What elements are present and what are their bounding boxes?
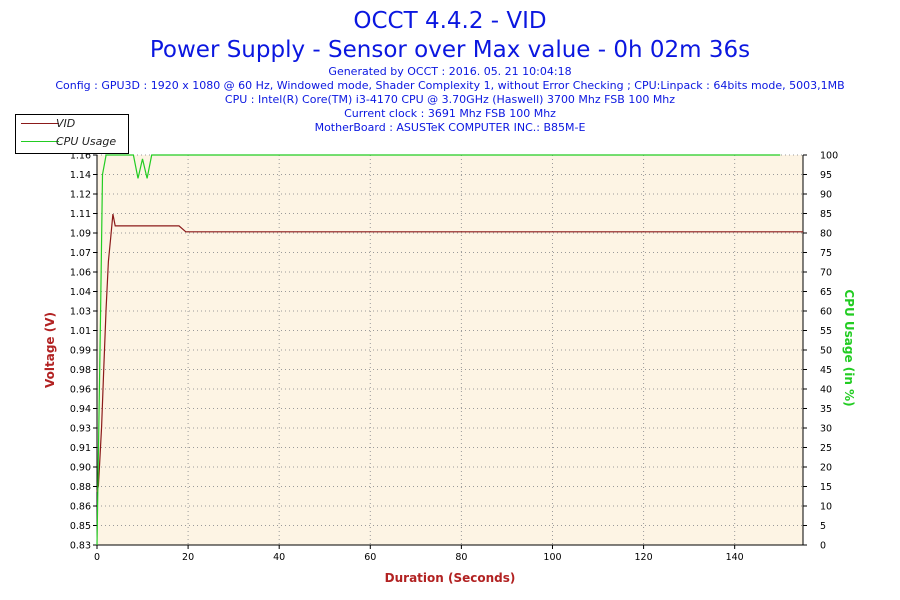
y-tick-label: 1.04 bbox=[70, 287, 91, 298]
legend-item-vid: VID bbox=[16, 115, 128, 133]
y-tick-label: 0.94 bbox=[70, 404, 91, 415]
x-tick-label: 40 bbox=[273, 552, 285, 563]
series-line-cpu-usage bbox=[96, 154, 781, 546]
y2-axis-title: CPU Usage (in %) bbox=[842, 289, 856, 407]
chart-metadata: Generated by OCCT : 2016. 05. 21 10:04:1… bbox=[0, 65, 900, 135]
meta-clock: Current clock : 3691 Mhz FSB 100 Mhz bbox=[344, 107, 556, 120]
legend-label-cpu-usage: CPU Usage bbox=[56, 135, 117, 148]
y-tick-label: 1.11 bbox=[70, 209, 91, 220]
y2-tick-label: 100 bbox=[820, 151, 838, 162]
meta-generated: Generated by OCCT : 2016. 05. 21 10:04:1… bbox=[328, 65, 572, 78]
y-tick-label: 0.99 bbox=[70, 346, 91, 357]
y2-tick-label: 60 bbox=[820, 307, 832, 318]
y-axis-title: Voltage (V) bbox=[43, 312, 57, 388]
y2-tick-label: 25 bbox=[820, 443, 832, 454]
y-tick-label: 1.01 bbox=[70, 326, 91, 337]
y2-tick-label: 50 bbox=[820, 346, 832, 357]
y2-tick-label: 95 bbox=[820, 170, 832, 181]
x-tick-label: 0 bbox=[94, 552, 100, 563]
y-tick-label: 1.14 bbox=[70, 170, 91, 181]
y2-tick-label: 90 bbox=[820, 190, 832, 201]
legend-swatch-cpu-usage bbox=[21, 141, 59, 142]
y2-tick-label: 45 bbox=[820, 365, 832, 376]
y2-tick-label: 40 bbox=[820, 385, 832, 396]
y2-tick-label: 75 bbox=[820, 248, 832, 259]
legend-item-cpu-usage: CPU Usage bbox=[16, 133, 128, 151]
y2-tick-label: 80 bbox=[820, 229, 832, 240]
y-tick-label: 1.06 bbox=[70, 268, 91, 279]
y-tick-label: 0.85 bbox=[70, 521, 91, 532]
y-tick-label: 0.83 bbox=[70, 541, 91, 552]
y-tick-label: 1.16 bbox=[70, 151, 91, 162]
y2-tick-label: 30 bbox=[820, 424, 832, 435]
y-tick-label: 1.07 bbox=[70, 248, 91, 259]
y-tick-label: 0.93 bbox=[70, 424, 91, 435]
y-tick-label: 1.12 bbox=[70, 190, 91, 201]
y2-tick-label: 20 bbox=[820, 463, 832, 474]
x-tick-label: 120 bbox=[635, 552, 653, 563]
y-tick-label: 0.86 bbox=[70, 502, 91, 513]
y-tick-label: 1.03 bbox=[70, 307, 91, 318]
meta-cpu: CPU : Intel(R) Core(TM) i3-4170 CPU @ 3.… bbox=[224, 93, 676, 106]
y-tick-label: 1.09 bbox=[70, 229, 91, 240]
y2-tick-label: 10 bbox=[820, 502, 832, 513]
legend-label-vid: VID bbox=[56, 117, 76, 130]
y-tick-label: 0.88 bbox=[70, 482, 91, 493]
y-tick-label: 0.90 bbox=[70, 463, 91, 474]
meta-motherboard: MotherBoard : ASUSTeK COMPUTER INC.: B85… bbox=[314, 121, 586, 134]
x-tick-label: 140 bbox=[726, 552, 744, 563]
chart-subtitle: Power Supply - Sensor over Max value - 0… bbox=[149, 37, 751, 63]
series-line-vid bbox=[96, 213, 803, 492]
y2-tick-label: 5 bbox=[820, 521, 826, 532]
x-tick-label: 60 bbox=[364, 552, 376, 563]
x-tick-label: 80 bbox=[455, 552, 467, 563]
y-tick-label: 0.96 bbox=[70, 385, 91, 396]
chart-legend: VID CPU Usage bbox=[15, 114, 129, 154]
y2-tick-label: 65 bbox=[820, 287, 832, 298]
y2-tick-label: 85 bbox=[820, 209, 832, 220]
y2-tick-label: 35 bbox=[820, 404, 832, 415]
y2-tick-label: 15 bbox=[820, 482, 832, 493]
meta-config: Config : GPU3D : 1920 x 1080 @ 60 Hz, Wi… bbox=[55, 79, 845, 92]
y-tick-label: 0.98 bbox=[70, 365, 91, 376]
chart-header: OCCT 4.4.2 - VID Power Supply - Sensor o… bbox=[0, 0, 900, 135]
legend-swatch-vid bbox=[21, 123, 59, 124]
y2-tick-label: 70 bbox=[820, 268, 832, 279]
y2-tick-label: 0 bbox=[820, 541, 826, 552]
chart-title: OCCT 4.4.2 - VID bbox=[353, 8, 547, 34]
y-tick-label: 0.91 bbox=[70, 443, 91, 454]
x-tick-label: 100 bbox=[543, 552, 561, 563]
x-tick-label: 20 bbox=[182, 552, 194, 563]
x-axis-title: Duration (Seconds) bbox=[384, 571, 516, 585]
y2-tick-label: 55 bbox=[820, 326, 832, 337]
